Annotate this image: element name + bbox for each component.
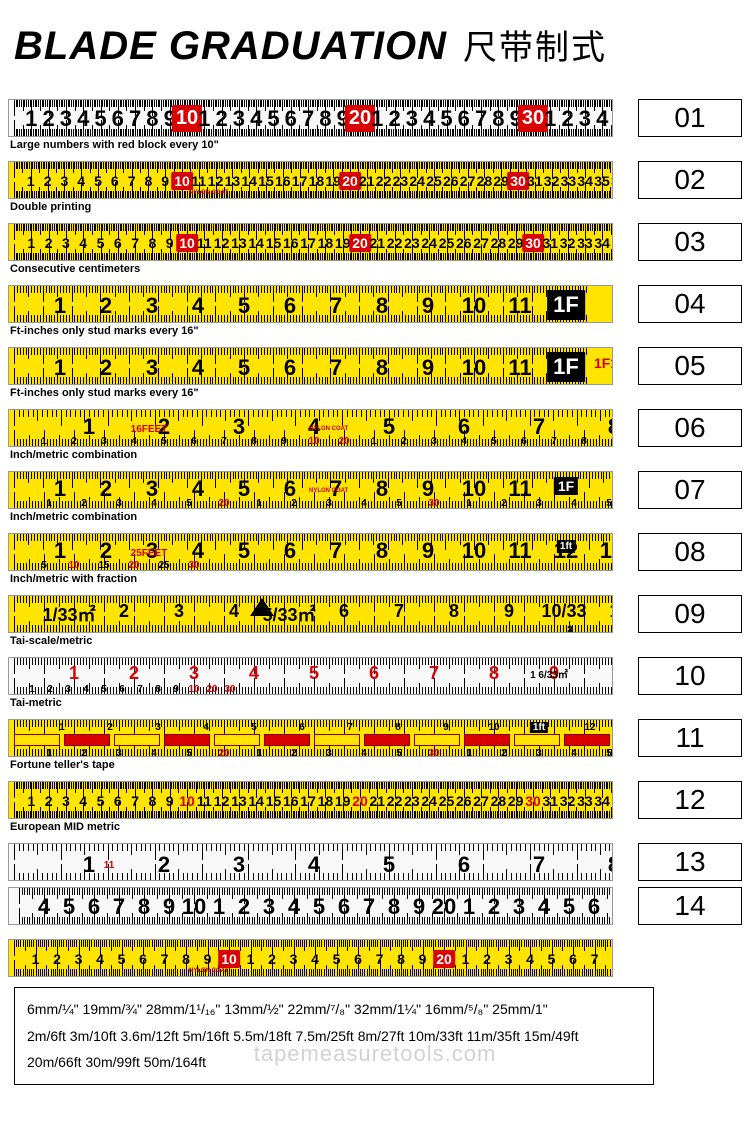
blade: 12345678123456789102012345678916FEETNYLO… [8, 409, 613, 447]
blade-row: 1234567891011121314151617181920212223242… [8, 781, 742, 837]
blade: 12345678910111F12 131F1 [8, 347, 613, 385]
spec-line-1: 6mm/¼" 19mm/¾" 28mm/1¹/₁₆" 13mm/½" 22mm/… [27, 996, 641, 1023]
blade: 12345678910111212345201234530123451ft [8, 719, 613, 757]
blade-label: Double printing [10, 201, 624, 213]
blade-label: Ft-inches only stud marks every 16" [10, 325, 624, 337]
blade-id-badge: 08 [638, 533, 742, 571]
blade-id-badge: 06 [638, 409, 742, 447]
blade-list: 12345678910123456789201234567893012345 La… [8, 99, 742, 925]
blade-label: Large numbers with red block every 10" [10, 139, 624, 151]
blade-id-badge: 10 [638, 657, 742, 695]
blade-id-badge: 09 [638, 595, 742, 633]
blade-row: 123456789101112345201234530123451FNYLON … [8, 471, 742, 527]
blade: 1/33㎡2345/33㎡678910/33㎡11 [8, 595, 613, 633]
blade-label: Consecutive centimeters [10, 263, 624, 275]
blade-row: 45678910123456789201234567 14 [8, 887, 742, 925]
header: BLADE GRADUATION 尺带制式 [14, 20, 742, 69]
blade-id-badge: 13 [638, 843, 742, 881]
blade: 12345678910111F12 13 [8, 285, 613, 323]
blade-label: Tai-scale/metric [10, 635, 624, 647]
blade-id-badge: 01 [638, 99, 742, 137]
blade-id-badge: 11 [638, 719, 742, 757]
blade-id-badge: 07 [638, 471, 742, 509]
blade: 45678910123456789201234567 [8, 887, 613, 925]
blade-row: 1234567891011121314151617181920212223242… [8, 161, 742, 217]
blade-row: 1234567891011121314151617181920212223242… [8, 223, 742, 279]
blade: 1234567891234567891020301 6/33㎡ [8, 657, 613, 695]
blade-label: Ft-inches only stud marks every 16" [10, 387, 624, 399]
title-cn: 尺带制式 [463, 20, 607, 69]
blade-row: 12345678910123456789201234567893012345 La… [8, 99, 742, 155]
blade-id-badge: 03 [638, 223, 742, 261]
blade-id-badge: 14 [638, 887, 742, 925]
bottom-blade-wrap: 123456789101234567892012345678NYLON COAT [8, 939, 742, 977]
spec-box: 6mm/¼" 19mm/¾" 28mm/1¹/₁₆" 13mm/½" 22mm/… [14, 987, 654, 1085]
bottom-blade: 123456789101234567892012345678NYLON COAT [8, 939, 613, 977]
blade: 12345678910123456789201234567893012345 [8, 99, 613, 137]
blade: 1234567811 [8, 843, 613, 881]
blade-label: Inch/metric with fraction [10, 573, 624, 585]
blade-row: 12345678910111212345201234530123451ft For… [8, 719, 742, 775]
blade-label: Fortune teller's tape [10, 759, 624, 771]
spec-line-2: 2m/6ft 3m/10ft 3.6m/12ft 5m/16ft 5.5m/18… [27, 1023, 641, 1050]
blade-id-badge: 05 [638, 347, 742, 385]
blade: 1234567891011121314151617181920212223242… [8, 223, 613, 261]
blade-row: 12345678910111F12 13 Ft-inches only stud … [8, 285, 742, 341]
blade: 123456789101112135101520253025FEET1ft [8, 533, 613, 571]
blade-row: 1234567811 13 [8, 843, 742, 881]
blade-id-badge: 04 [638, 285, 742, 323]
blade-label: Tai-metric [10, 697, 624, 709]
blade: 123456789101112345201234530123451FNYLON … [8, 471, 613, 509]
blade-label: Inch/metric combination [10, 511, 624, 523]
title-en: BLADE GRADUATION [14, 24, 447, 69]
blade-row: 1234567891234567891020301 6/33㎡ Tai-metri… [8, 657, 742, 713]
blade: 1234567891011121314151617181920212223242… [8, 781, 613, 819]
blade-row: 123456789101112135101520253025FEET1ft Inc… [8, 533, 742, 589]
blade-row: 1/33㎡2345/33㎡678910/33㎡11 Tai-scale/metri… [8, 595, 742, 651]
blade-id-badge: 12 [638, 781, 742, 819]
blade-row: 12345678123456789102012345678916FEETNYLO… [8, 409, 742, 465]
blade-label: European MID metric [10, 821, 624, 833]
blade-id-badge: 02 [638, 161, 742, 199]
blade: 1234567891011121314151617181920212223242… [8, 161, 613, 199]
blade-label: Inch/metric combination [10, 449, 624, 461]
spec-line-3: 20m/66ft 30m/99ft 50m/164ft [27, 1049, 641, 1076]
blade-row: 12345678910111F12 131F1 Ft-inches only st… [8, 347, 742, 403]
